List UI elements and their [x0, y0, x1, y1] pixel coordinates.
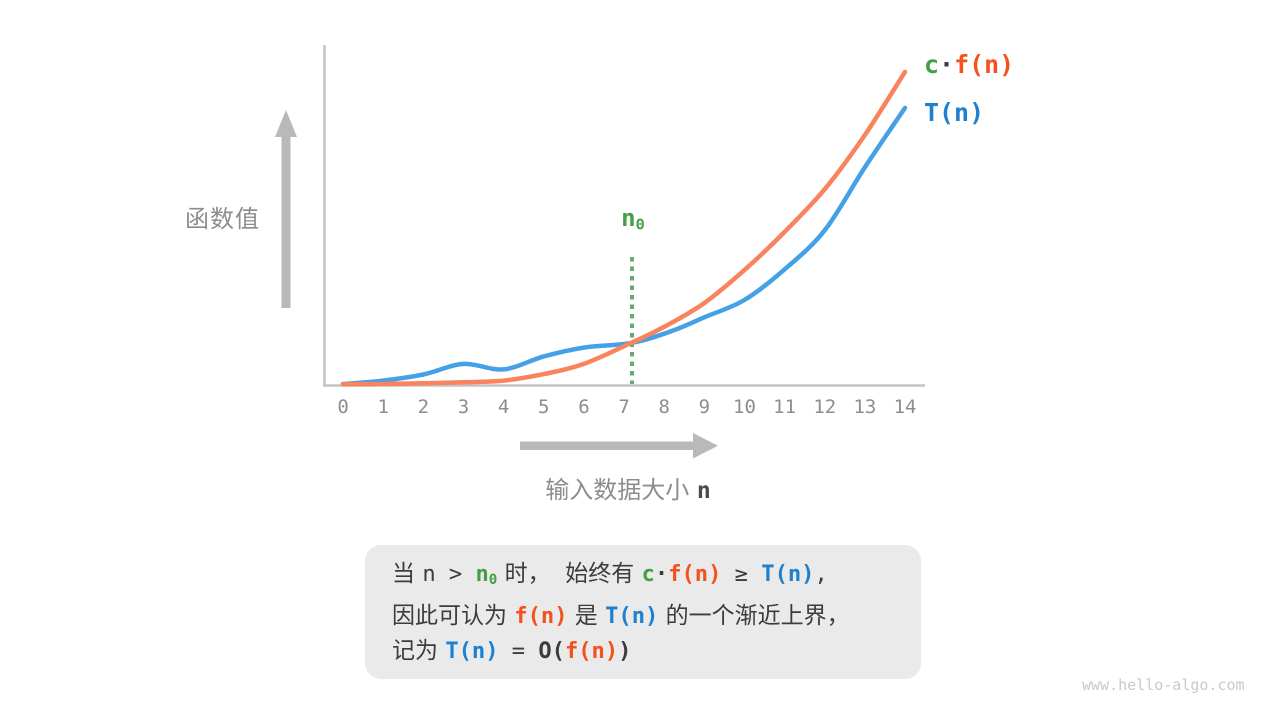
text-segment: 是	[567, 602, 606, 629]
text-segment: ,	[814, 562, 828, 587]
text-segment: c	[924, 50, 940, 79]
explanation-line-1: 当 n > n0 时， 始终有 c·f(n) ≥ T(n),	[392, 557, 921, 599]
text-segment: 记为	[392, 638, 446, 665]
curve-tn	[340, 105, 908, 387]
explanation-box: 当 n > n0 时， 始终有 c·f(n) ≥ T(n), 因此可认为 f(n…	[365, 545, 921, 679]
text-segment: ·	[654, 562, 669, 587]
x-tick-label: 10	[733, 396, 756, 418]
text-segment: T(n)	[761, 562, 815, 587]
x-tick-label: 8	[658, 396, 670, 418]
text-segment: n	[475, 562, 489, 587]
text-segment: 时， 始终有	[497, 561, 642, 587]
x-tick-label: 2	[417, 396, 430, 418]
text-segment: f(n)	[668, 562, 722, 587]
explanation-line-2: 因此可认为 f(n) 是 T(n) 的一个渐近上界，	[392, 599, 921, 635]
text-segment: f(n)	[954, 50, 1015, 79]
x-tick-label: 5	[538, 396, 550, 418]
text-segment: =	[498, 639, 539, 665]
text-segment: ≥	[721, 562, 762, 587]
x-tick-label: 3	[457, 396, 470, 418]
text-segment: 0	[635, 215, 645, 234]
x-tick-label: 6	[578, 396, 590, 418]
text-segment: c	[641, 562, 655, 587]
x-tick-label: 13	[853, 396, 877, 418]
explanation-line-3: 记为 T(n) = O(f(n))	[392, 634, 921, 670]
text-segment: 输入数据大小	[545, 476, 697, 504]
legend-cfn: c·f(n)	[924, 50, 1014, 80]
text-segment: 当	[392, 561, 423, 587]
x-axis-ticks: 0 1 2 3 4 5 6 7 8 9 10 11 12 13 14	[323, 396, 925, 418]
x-tick-label: 4	[497, 396, 510, 418]
x-tick-label: 12	[813, 396, 837, 418]
text-segment: T(n)	[445, 639, 499, 665]
x-tick-label: 14	[893, 396, 917, 418]
x-tick-label: 1	[377, 396, 389, 418]
legend-tn: T(n)	[924, 98, 984, 128]
x-axis-label: 输入数据大小 n	[518, 470, 738, 505]
text-segment: n	[696, 478, 711, 504]
x-axis-arrow-icon	[520, 433, 718, 459]
text-segment: 因此可认为	[392, 602, 515, 629]
text-segment: T(n)	[605, 603, 659, 629]
x-tick-label: 0	[337, 396, 349, 418]
text-segment: )	[618, 639, 632, 665]
text-segment: ·	[939, 50, 955, 79]
y-axis-arrow-icon	[275, 110, 297, 308]
x-tick-label: 11	[773, 396, 797, 418]
text-segment: O(	[538, 639, 565, 665]
text-segment: n	[621, 204, 636, 232]
text-segment: f(n)	[514, 603, 568, 629]
n0-annotation: n0	[621, 203, 645, 233]
y-axis-label: 函数值	[185, 205, 260, 233]
x-tick-label: 7	[618, 396, 630, 418]
text-segment: f(n)	[564, 639, 619, 665]
x-tick-label: 9	[698, 396, 711, 418]
curve-cfn	[340, 69, 908, 387]
watermark: www.hello-algo.com	[1082, 676, 1245, 694]
text-segment: n >	[422, 562, 476, 587]
text-segment: 0	[488, 572, 498, 589]
text-segment: T(n)	[924, 98, 985, 127]
text-segment: 的一个渐近上界，	[658, 602, 850, 629]
